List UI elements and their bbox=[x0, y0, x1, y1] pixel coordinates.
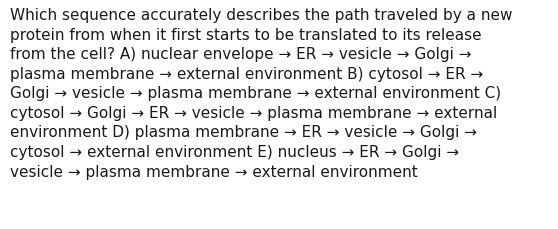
Text: Which sequence accurately describes the path traveled by a new
protein from when: Which sequence accurately describes the … bbox=[10, 8, 513, 179]
